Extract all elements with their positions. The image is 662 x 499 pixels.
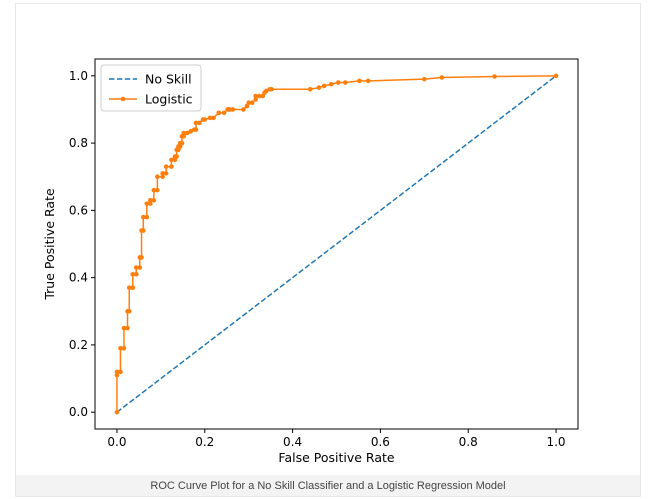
series-no-skill [116, 75, 557, 413]
data-point [133, 271, 139, 277]
data-point [126, 285, 132, 291]
data-point [328, 81, 334, 87]
data-point [241, 107, 246, 112]
data-point [160, 171, 165, 176]
data-point [114, 409, 120, 415]
data-point [184, 130, 190, 136]
y-tick-label: 0.6 [69, 203, 88, 217]
data-point [181, 134, 186, 139]
y-tick-label: 0.0 [69, 405, 88, 419]
data-point [253, 93, 259, 99]
data-point [188, 129, 194, 134]
series-layer [114, 73, 559, 415]
x-tick-label: 0.6 [371, 435, 390, 449]
data-point [439, 75, 445, 80]
x-tick-label: 1.0 [546, 435, 565, 449]
data-point [181, 130, 186, 136]
data-point [246, 100, 251, 106]
data-point [160, 174, 165, 180]
data-point [169, 164, 174, 169]
data-point [141, 214, 146, 220]
data-point [137, 265, 143, 270]
x-axis-label: False Positive Rate [278, 450, 394, 465]
data-point [365, 78, 371, 84]
data-point [141, 228, 146, 233]
data-point [139, 255, 144, 260]
data-point [249, 100, 255, 106]
data-point [492, 74, 497, 79]
data-point [151, 197, 157, 203]
data-point [148, 197, 153, 203]
data-point [422, 76, 427, 82]
y-tick-label: 0.2 [69, 338, 88, 352]
data-point [130, 271, 136, 277]
data-point [144, 214, 150, 220]
data-point [553, 73, 559, 79]
x-tick-label: 0.4 [283, 435, 302, 449]
data-point [151, 187, 157, 193]
data-point [197, 120, 202, 126]
legend: No Skill Logistic [100, 64, 202, 112]
y-tick-label: 0.4 [69, 271, 88, 285]
data-point [256, 93, 262, 99]
y-tick-label: 1.0 [69, 69, 88, 83]
x-axis-ticks: 0.0 0.2 0.4 0.6 0.8 1.0 [107, 429, 566, 449]
series-line [116, 75, 557, 413]
data-point [342, 80, 348, 85]
data-point [321, 83, 327, 89]
x-tick-label: 0.2 [195, 435, 214, 449]
data-point [211, 115, 216, 121]
figure-caption: ROC Curve Plot for a No Skill Classifier… [16, 475, 640, 496]
series-logistic [114, 73, 559, 415]
data-point [253, 97, 259, 102]
data-point [130, 285, 136, 291]
data-point [179, 140, 185, 146]
legend-marker [120, 96, 126, 102]
x-tick-label: 0.0 [107, 435, 126, 449]
data-point [335, 80, 341, 85]
data-point [121, 325, 127, 331]
data-point [169, 157, 174, 163]
data-point [174, 154, 179, 159]
data-point [193, 120, 199, 126]
data-point [163, 171, 169, 176]
data-point [155, 187, 160, 193]
y-tick-label: 0.8 [69, 136, 88, 150]
data-point [230, 107, 236, 112]
data-point [269, 86, 274, 92]
data-point [114, 369, 120, 375]
data-point [221, 110, 227, 116]
legend-label: No Skill [145, 72, 192, 87]
data-point [263, 88, 269, 94]
data-point [216, 110, 222, 116]
data-point [155, 174, 160, 180]
data-point [307, 86, 313, 92]
data-point [163, 164, 169, 169]
y-axis-ticks: 0.0 0.2 0.4 0.6 0.8 1.0 [69, 69, 95, 419]
data-point [118, 345, 123, 351]
roc-chart: 0.0 0.2 0.4 0.6 0.8 1.0 0.0 0.2 0.4 0.6 0.8 1.0 No… [42, 58, 579, 465]
data-point [118, 369, 123, 375]
data-point [207, 115, 213, 121]
legend-label: Logistic [145, 92, 193, 107]
data-point [148, 201, 153, 206]
data-point [114, 372, 120, 378]
data-point [357, 78, 362, 84]
data-point [121, 345, 127, 351]
data-point [193, 127, 199, 132]
y-axis-label: True Positive Rate [42, 188, 57, 301]
data-point [125, 325, 130, 331]
data-point [133, 265, 139, 270]
data-point [316, 85, 322, 90]
data-point [202, 117, 208, 122]
data-point [144, 201, 150, 206]
data-point [126, 308, 132, 314]
data-point [227, 107, 232, 112]
x-tick-label: 0.8 [459, 435, 478, 449]
